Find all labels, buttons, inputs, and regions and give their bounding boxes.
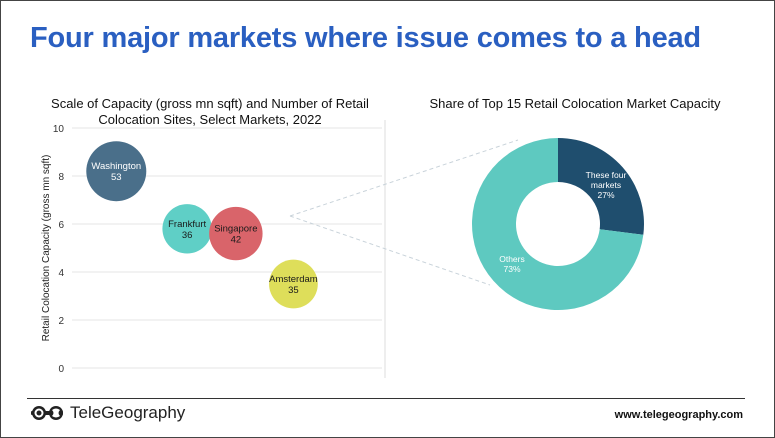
bubble-value-label: 53 — [111, 172, 122, 183]
y-tick-label: 4 — [58, 268, 64, 279]
donut-slice-label: Others — [499, 254, 525, 264]
globe-icon — [31, 406, 63, 420]
donut-value-label: 73% — [503, 264, 520, 274]
bubble-chart-title: Scale of Capacity (gross mn sqft) and Nu… — [50, 96, 370, 128]
connector-line-top — [289, 139, 519, 217]
brand-name: TeleGeography — [70, 403, 186, 422]
bubble-label: Washington — [91, 161, 141, 172]
y-tick-label: 8 — [58, 172, 64, 183]
y-tick-label: 6 — [58, 220, 64, 231]
donut-slice-1 — [472, 138, 644, 311]
bubble-value-label: 35 — [288, 285, 299, 296]
donut-slice-label: markets — [591, 180, 621, 190]
y-tick-label: 10 — [53, 124, 65, 135]
bubble-chart-title-line-1: Scale of Capacity (gross mn sqft) and Nu… — [51, 96, 369, 111]
brand-logo: TeleGeography — [30, 403, 185, 423]
y-axis-label: Retail Colocation Capacity (gross mn sqf… — [41, 155, 52, 342]
connector-line-bottom — [289, 215, 491, 286]
bubble-chart-title-line-2: Colocation Sites, Select Markets, 2022 — [98, 112, 322, 127]
footer-url[interactable]: www.telegeography.com — [614, 409, 743, 421]
bubble-chart: 0 2 4 6 8 10 Retail Colocation Capacity (gross… — [41, 120, 386, 378]
bubble-mark — [269, 259, 318, 309]
donut-value-label: 27% — [597, 190, 614, 200]
donut-slice-0 — [558, 138, 644, 235]
y-tick-label: 0 — [58, 364, 64, 375]
bubble-label: Singapore — [214, 224, 257, 235]
donut-slice-label: These four — [586, 170, 627, 180]
footer-divider — [27, 398, 745, 399]
bubble-value-label: 42 — [231, 235, 242, 246]
bubble-mark — [209, 206, 263, 261]
bubble-mark — [86, 141, 147, 202]
slide-title: Four major markets where issue comes to … — [30, 22, 701, 54]
y-tick-label: 2 — [58, 316, 64, 327]
bubble-value-label: 36 — [182, 230, 193, 241]
bubble-mark — [162, 204, 212, 254]
donut-chart-title: Share of Top 15 Retail Colocation Market… — [429, 96, 721, 111]
bubble-label: Amsterdam — [269, 274, 318, 285]
bubble-label: Frankfurt — [168, 219, 206, 230]
